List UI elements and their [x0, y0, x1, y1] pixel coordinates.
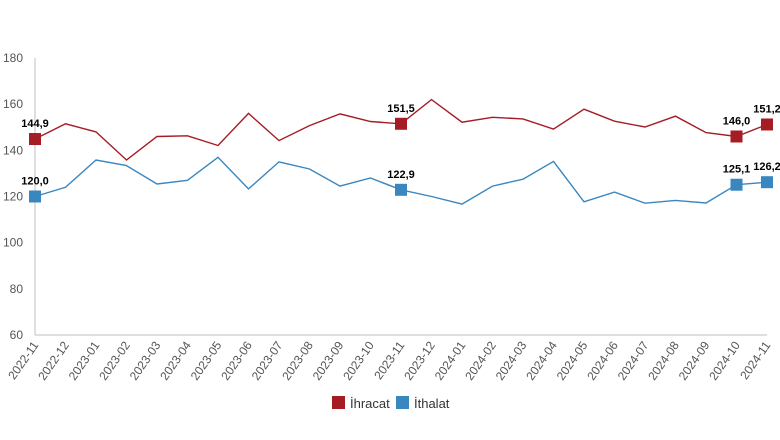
y-tick-label: 100 [3, 236, 23, 250]
legend-label: İhracat [350, 396, 390, 411]
x-tick-label: 2023-10 [340, 338, 377, 382]
y-tick-label: 80 [10, 282, 24, 296]
data-point-marker [761, 176, 773, 189]
data-point-marker [395, 183, 407, 196]
data-point-marker [29, 190, 41, 203]
data-label: 151,5 [387, 103, 415, 115]
series-ithalat: 120,0 122,9 125,1 126,2 [21, 156, 780, 205]
legend-swatch [332, 396, 345, 409]
x-tick-label: 2024-10 [706, 338, 743, 382]
data-label: 125,1 [723, 164, 751, 176]
data-label: 146,0 [723, 115, 751, 127]
data-point-marker [29, 133, 41, 146]
legend: İhracat İthalat [332, 396, 450, 411]
legend-label: İthalat [414, 396, 450, 411]
y-tick-label: 60 [10, 328, 24, 342]
data-label: 120,0 [21, 176, 49, 188]
data-point-marker [395, 117, 407, 130]
y-tick-label: 160 [3, 97, 23, 111]
data-label: 122,9 [387, 169, 415, 181]
x-axis: 2022-112022-122023-012023-022023-032023-… [5, 334, 774, 383]
data-point-marker [730, 130, 743, 143]
data-label: 144,9 [21, 118, 49, 130]
legend-swatch [396, 396, 409, 409]
x-tick-label: 2024-11 [737, 338, 773, 382]
data-label: 151,2 [753, 103, 780, 115]
y-tick-label: 120 [3, 190, 23, 204]
y-tick-label: 140 [3, 143, 23, 157]
data-label: 126,2 [753, 161, 780, 173]
data-point-marker [761, 118, 773, 131]
y-axis: 60 80 100 120 140 160 180 [3, 51, 36, 342]
data-point-marker [730, 178, 743, 191]
y-tick-label: 180 [3, 51, 23, 65]
